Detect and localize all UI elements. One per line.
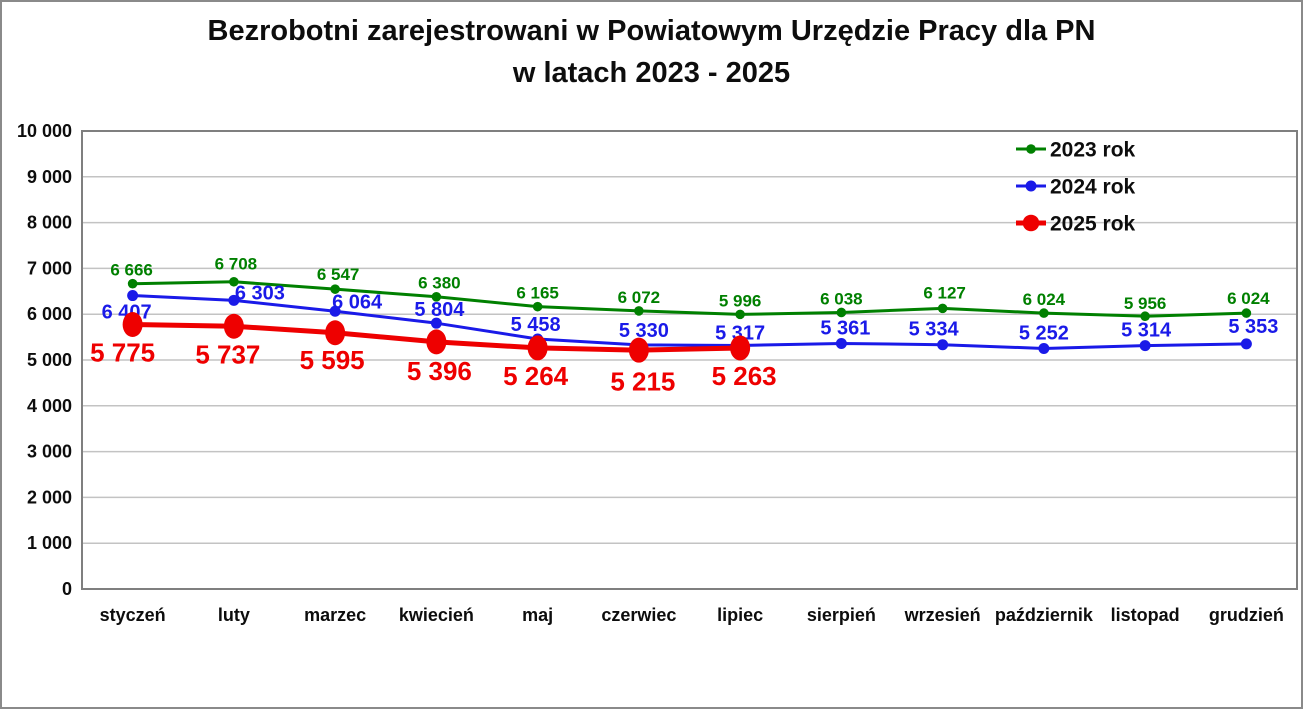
legend-label: 2023 rok [1050, 139, 1136, 162]
data-point-label: 5 996 [719, 291, 762, 310]
x-axis-label-wrzesień: wrzesień [904, 605, 981, 625]
x-axis-label-czerwiec: czerwiec [601, 605, 676, 625]
data-point-label: 5 361 [820, 317, 870, 339]
legend-swatch-dot [1022, 214, 1040, 232]
data-point-marker [229, 276, 239, 287]
data-point-label: 5 458 [511, 314, 561, 336]
data-point-label: 6 380 [418, 274, 461, 293]
data-point-marker [127, 278, 138, 289]
data-point-label: 6 038 [820, 289, 863, 308]
y-axis-label: 3 000 [27, 442, 72, 462]
y-axis-label: 0 [62, 579, 72, 599]
data-point-marker [937, 303, 948, 314]
x-axis-label-lipiec: lipiec [717, 605, 763, 625]
data-point-label: 5 215 [610, 366, 675, 396]
data-point-marker [1240, 338, 1252, 350]
data-point-label: 5 353 [1228, 316, 1278, 338]
data-point-label: 5 330 [619, 320, 669, 342]
data-point-marker [430, 317, 442, 329]
data-point-label: 5 263 [712, 361, 777, 391]
data-point-marker [228, 294, 240, 306]
data-point-marker [122, 312, 143, 338]
data-point-label: 5 314 [1121, 320, 1172, 342]
data-point-marker [426, 329, 447, 355]
data-point-label: 5 775 [90, 338, 155, 368]
x-axis-label-październik: październik [995, 605, 1094, 625]
legend-swatch-dot [1026, 144, 1036, 154]
data-point-label: 5 317 [715, 322, 765, 344]
x-axis-label-maj: maj [522, 605, 553, 625]
x-axis-label-styczeń: styczeń [100, 605, 166, 625]
data-point-marker [937, 339, 949, 351]
plot-area-border [81, 130, 1298, 590]
data-point-marker [1039, 308, 1049, 318]
data-point-marker [330, 284, 340, 294]
data-point-marker [1241, 308, 1252, 318]
data-point-label: 6 666 [110, 261, 153, 280]
y-axis-label: 1 000 [27, 533, 72, 553]
x-axis-label-sierpień: sierpień [807, 605, 876, 625]
legend-label: 2025 rok [1050, 213, 1136, 236]
data-point-label: 6 708 [215, 255, 258, 274]
data-point-label: 6 547 [317, 265, 360, 284]
series-line-2023-rok [131, 280, 1248, 318]
data-point-label: 5 334 [909, 319, 960, 341]
legend-item-2024-rok: 2024 rok [1016, 176, 1136, 199]
legend-item-2023-rok: 2023 rok [1016, 139, 1136, 162]
y-axis-label: 10 000 [17, 121, 72, 141]
data-point-label: 6 072 [618, 288, 661, 307]
x-axis-label-listopad: listopad [1111, 605, 1180, 625]
data-point-label: 5 804 [414, 299, 465, 321]
data-point-marker [836, 307, 847, 318]
data-point-label: 6 303 [235, 282, 285, 304]
x-axis-label-kwiecień: kwiecień [399, 605, 474, 625]
y-axis-label: 6 000 [27, 304, 72, 324]
data-point-label: 6 024 [1023, 290, 1066, 309]
y-axis-label: 4 000 [27, 396, 72, 416]
y-axis-label: 9 000 [27, 167, 72, 187]
data-point-label: 6 127 [923, 283, 966, 302]
data-point-marker [532, 301, 543, 312]
data-point-label: 6 064 [332, 291, 383, 313]
y-axis-label: 5 000 [27, 350, 72, 370]
data-point-label: 6 024 [1227, 289, 1270, 308]
legend-label: 2024 rok [1050, 176, 1136, 199]
data-point-marker [835, 337, 847, 349]
data-point-marker [127, 290, 139, 302]
data-point-marker [1139, 340, 1151, 352]
x-axis-label-luty: luty [218, 605, 250, 625]
data-point-label: 5 956 [1124, 294, 1167, 313]
data-point-marker [628, 337, 649, 363]
data-point-marker [325, 320, 346, 346]
data-point-marker [634, 306, 644, 316]
data-point-label: 5 595 [300, 345, 365, 375]
x-axis-label-marzec: marzec [304, 605, 366, 625]
data-point-marker [223, 313, 244, 339]
data-point-marker [1140, 311, 1150, 322]
data-point-marker [1038, 342, 1050, 354]
data-point-label: 5 396 [407, 356, 472, 386]
data-point-label: 5 737 [195, 339, 260, 369]
y-axis-label: 8 000 [27, 213, 72, 233]
y-axis-label: 2 000 [27, 487, 72, 507]
y-axis-label: 7 000 [27, 258, 72, 278]
legend-swatch-dot [1025, 180, 1037, 192]
data-point-marker [730, 335, 751, 361]
data-point-marker [735, 309, 745, 320]
data-point-label: 5 252 [1019, 322, 1069, 344]
series-line-2024-rok [131, 294, 1248, 350]
data-point-label: 5 264 [503, 361, 569, 391]
x-axis-label-grudzień: grudzień [1209, 605, 1284, 625]
legend-item-2025-rok: 2025 rok [1016, 213, 1136, 236]
data-point-marker [431, 291, 442, 302]
data-point-label: 6 165 [516, 284, 559, 303]
data-point-marker [527, 335, 548, 361]
data-point-marker [329, 305, 341, 317]
